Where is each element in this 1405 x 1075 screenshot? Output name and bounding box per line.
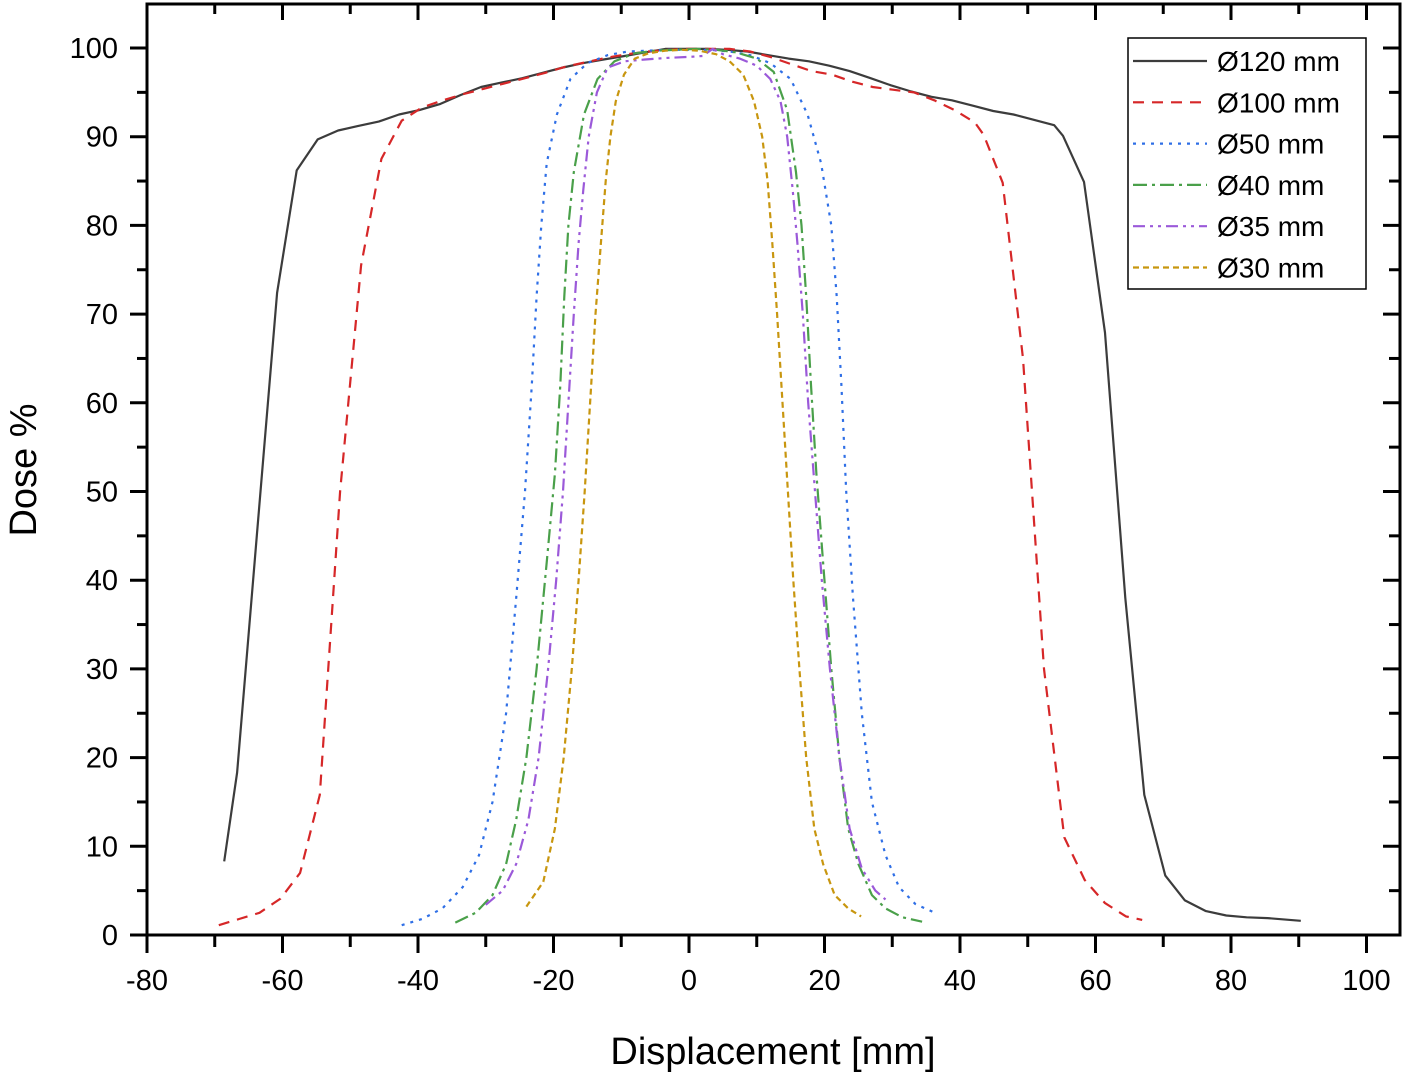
y-tick-label: 50 <box>86 477 118 509</box>
x-tick-label: 80 <box>1215 965 1247 997</box>
plot-frame <box>145 2 1402 937</box>
y-tick-label: 60 <box>86 388 118 420</box>
x-tick-label: 0 <box>681 965 697 997</box>
series-line-1 <box>218 47 1143 927</box>
y-tick-label: 70 <box>86 299 118 331</box>
series-line-3 <box>454 47 923 924</box>
legend-label-3: Ø40 mm <box>1217 170 1324 201</box>
x-tick-label: 20 <box>808 965 840 997</box>
x-tick-label: 60 <box>1079 965 1111 997</box>
y-axis-ticks: 0 10 20 30 40 50 60 70 80 90 100 <box>70 33 1400 952</box>
x-tick-label: -40 <box>397 965 439 997</box>
series-line-2 <box>401 48 934 927</box>
legend-box <box>1127 37 1367 290</box>
series-line-5 <box>525 48 862 918</box>
x-tick-label: -60 <box>262 965 304 997</box>
x-tick-label: -20 <box>533 965 575 997</box>
x-axis-ticks: -80 -60 -40 -20 0 20 40 60 80 100 <box>126 4 1391 997</box>
y-axis-title: Dose % <box>3 403 45 536</box>
y-tick-label: 10 <box>86 831 118 863</box>
legend-label-0: Ø120 mm <box>1217 46 1340 77</box>
y-tick-label: 30 <box>86 654 118 686</box>
y-tick-label: 20 <box>86 743 118 775</box>
x-tick-label: -80 <box>126 965 168 997</box>
y-tick-label: 100 <box>70 33 118 65</box>
y-tick-label: 90 <box>86 122 118 154</box>
x-tick-label: 100 <box>1342 965 1390 997</box>
series-line-0 <box>223 47 1301 922</box>
x-tick-label: 40 <box>944 965 976 997</box>
legend-label-4: Ø35 mm <box>1217 211 1324 242</box>
legend-label-5: Ø30 mm <box>1217 253 1324 284</box>
y-tick-label: 0 <box>102 920 118 952</box>
legend-label-2: Ø50 mm <box>1217 129 1324 160</box>
series-line-4 <box>485 47 887 906</box>
x-axis-title: Displacement [mm] <box>610 1031 935 1073</box>
legend-label-1: Ø100 mm <box>1217 87 1340 118</box>
series-lines <box>218 47 1301 927</box>
legend: Ø120 mm Ø100 mm Ø50 mm Ø40 mm Ø35 mm Ø30 mm <box>1127 37 1367 290</box>
y-tick-label: 40 <box>86 565 118 597</box>
y-tick-label: 80 <box>86 210 118 242</box>
